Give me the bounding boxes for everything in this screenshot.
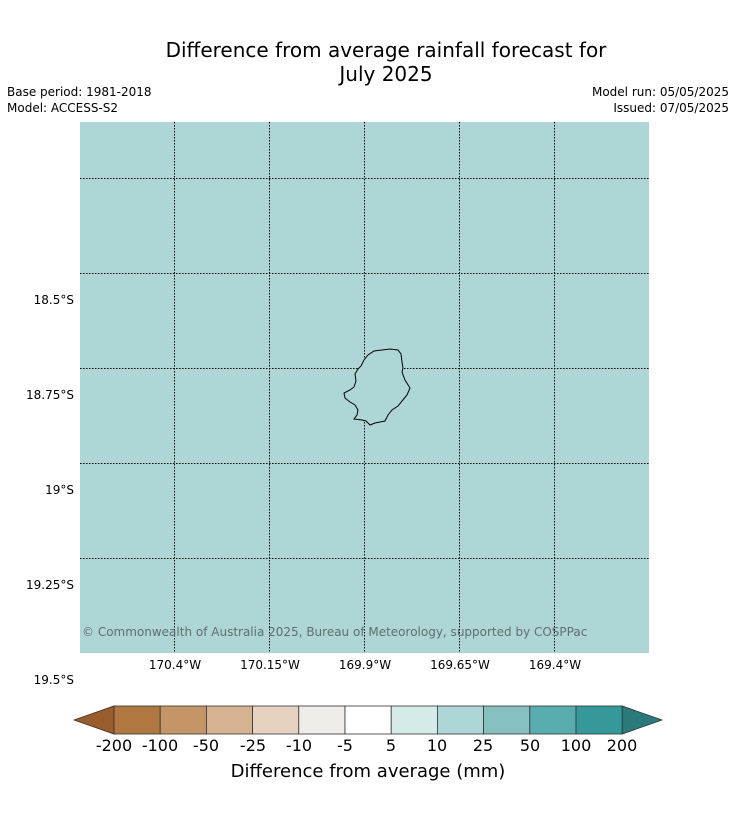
colorbar-tick-label: -50 — [192, 736, 220, 755]
lon-label-1: 170.4°W — [148, 658, 202, 672]
colorbar-tick-label: 50 — [519, 736, 541, 755]
colorbar-tick-label: 200 — [606, 736, 638, 755]
chart-title: Difference from average rainfall forecas… — [0, 38, 736, 86]
lon-label-2: 170.15°W — [240, 658, 300, 672]
issued-date: Issued: 07/05/2025 — [613, 101, 729, 115]
model-run: Model run: 05/05/2025 — [591, 85, 729, 99]
map-gridlines — [80, 122, 649, 653]
title-line-2: July 2025 — [339, 62, 433, 86]
colorbar-swatch — [483, 705, 531, 735]
island-outline — [343, 348, 411, 426]
colorbar-extend-high — [621, 705, 664, 735]
colorbar-swatch — [113, 705, 161, 735]
colorbar-tick-label: 5 — [385, 736, 397, 755]
colorbar-swatch — [252, 705, 300, 735]
colorbar-tick-label: 100 — [560, 736, 592, 755]
lon-label-3: 169.9°W — [338, 658, 392, 672]
colorbar — [72, 705, 664, 735]
colorbar-tick-label: -5 — [337, 736, 353, 755]
colorbar-tick-label: -200 — [95, 736, 133, 755]
lat-label-4: 19.25°S — [26, 578, 74, 592]
colorbar-tick-label: -100 — [141, 736, 179, 755]
colorbar-swatch — [159, 705, 207, 735]
copyright-notice: © Commonwealth of Australia 2025, Bureau… — [82, 625, 588, 639]
meta-left: Base period: 1981-2018 Model: ACCESS-S2 — [7, 84, 152, 116]
model-name: Model: ACCESS-S2 — [7, 101, 119, 115]
colorbar-swatch — [298, 705, 346, 735]
lon-label-4: 169.65°W — [430, 658, 490, 672]
colorbar-swatch — [436, 705, 484, 735]
lat-label-2: 18.75°S — [26, 388, 74, 402]
lat-label-3: 19°S — [45, 483, 74, 497]
colorbar-tick-label: -10 — [285, 736, 313, 755]
colorbar-swatch — [390, 705, 438, 735]
colorbar-tick-label: 25 — [472, 736, 494, 755]
colorbar-swatch — [529, 705, 577, 735]
colorbar-title: Difference from average (mm) — [230, 761, 506, 782]
colorbar-swatch — [575, 705, 623, 735]
base-period: Base period: 1981-2018 — [7, 85, 152, 99]
meta-right: Model run: 05/05/2025 Issued: 07/05/2025 — [592, 84, 729, 116]
colorbar-swatch — [205, 705, 253, 735]
colorbar-extend-low — [72, 705, 115, 735]
colorbar-tick-label: 10 — [426, 736, 448, 755]
title-line-1: Difference from average rainfall forecas… — [165, 38, 607, 62]
colorbar-swatch — [344, 705, 392, 735]
colorbar-tick-label: -25 — [239, 736, 267, 755]
lat-label-1: 18.5°S — [33, 293, 74, 307]
lat-label-5: 19.5°S — [33, 673, 74, 687]
lon-label-5: 169.4°W — [528, 658, 582, 672]
map-panel: © Commonwealth of Australia 2025, Bureau… — [80, 122, 649, 653]
